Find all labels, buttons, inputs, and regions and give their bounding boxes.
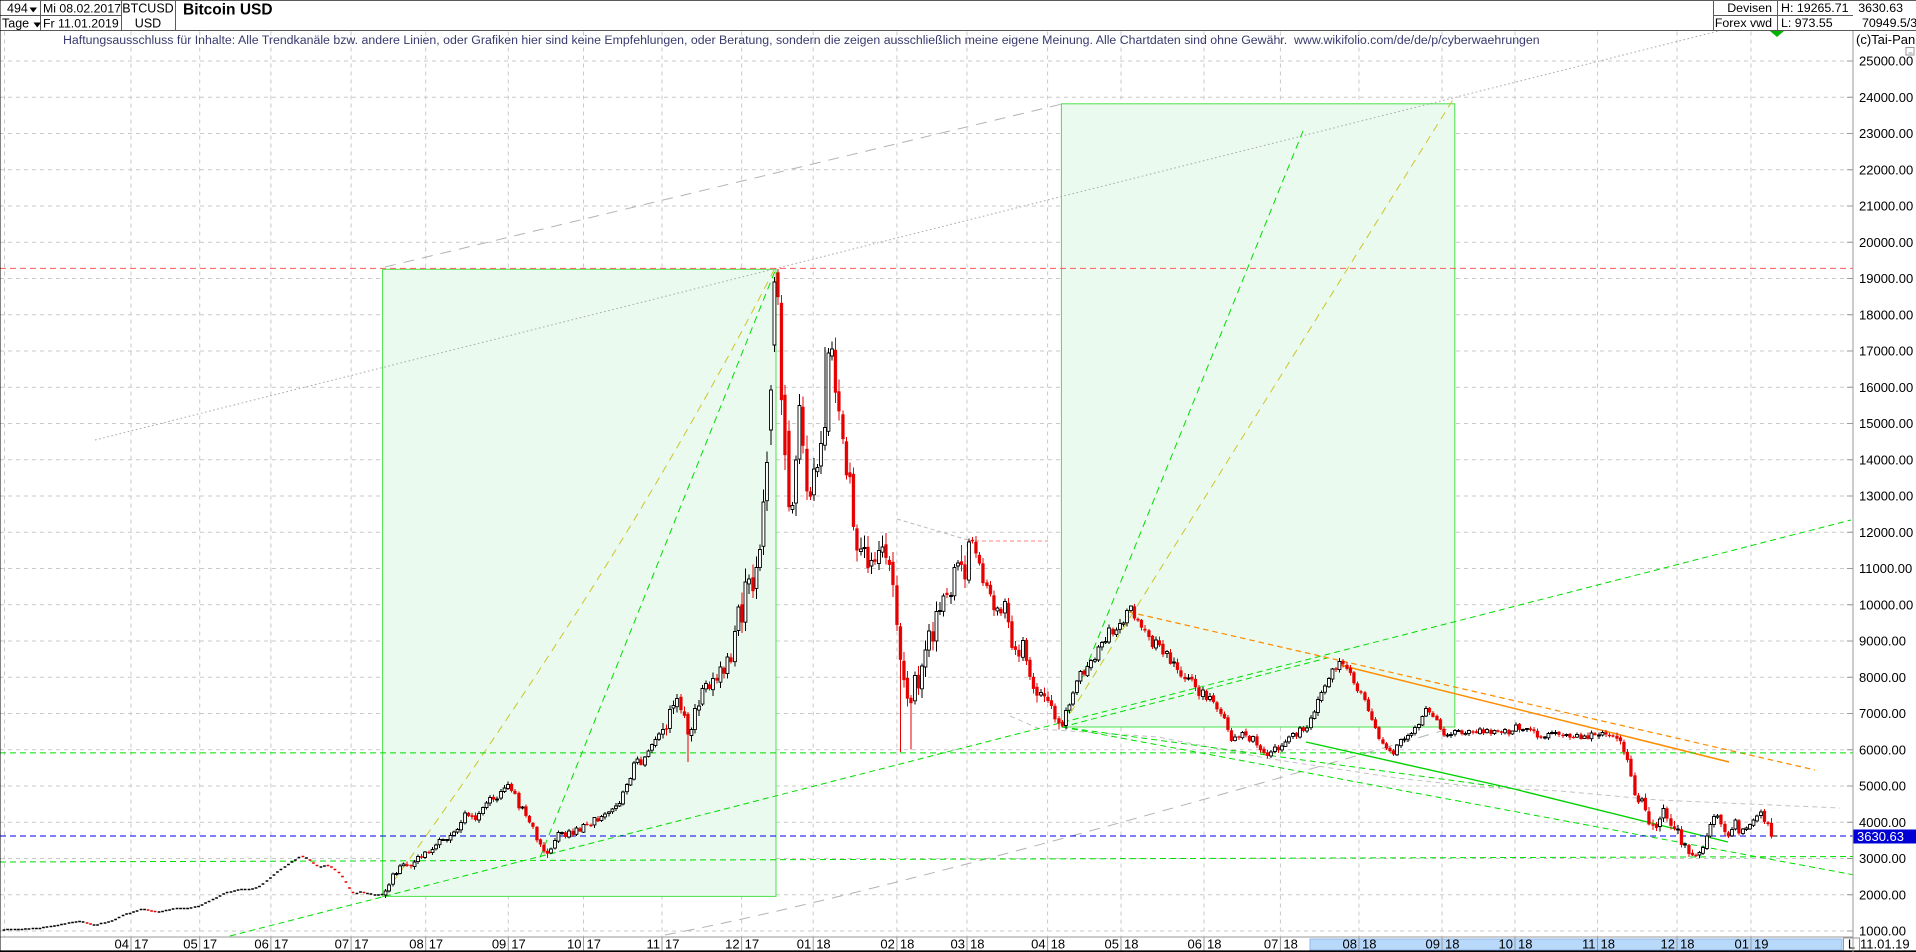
- svg-text:20000.00: 20000.00: [1859, 235, 1913, 250]
- svg-text:17: 17: [274, 937, 288, 952]
- svg-text:13000.00: 13000.00: [1859, 489, 1913, 504]
- svg-text:12: 12: [1661, 937, 1675, 952]
- svg-text:L: L: [1848, 937, 1855, 952]
- svg-text:24000.00: 24000.00: [1859, 90, 1913, 105]
- svg-text:Fr 11.01.2019: Fr 11.01.2019: [43, 17, 119, 31]
- svg-text:18000.00: 18000.00: [1859, 307, 1913, 322]
- svg-text:1000.00: 1000.00: [1859, 924, 1906, 939]
- svg-text:H: 19265.71: H: 19265.71: [1781, 1, 1849, 15]
- svg-text:11: 11: [647, 937, 661, 952]
- svg-text:9000.00: 9000.00: [1859, 634, 1906, 649]
- svg-text:07: 07: [1264, 937, 1278, 952]
- svg-text:18: 18: [1207, 937, 1221, 952]
- svg-text:25000.00: 25000.00: [1859, 54, 1913, 69]
- svg-text:3630.63: 3630.63: [1857, 829, 1904, 844]
- svg-text:11000.00: 11000.00: [1859, 561, 1912, 576]
- svg-text:8000.00: 8000.00: [1859, 670, 1906, 685]
- svg-text:18: 18: [1518, 937, 1532, 952]
- svg-text:02: 02: [880, 937, 894, 952]
- svg-text:12: 12: [725, 937, 739, 952]
- svg-text:5000.00: 5000.00: [1859, 779, 1906, 794]
- svg-text:18: 18: [1124, 937, 1138, 952]
- svg-text:18: 18: [1680, 937, 1694, 952]
- svg-text:19: 19: [1754, 937, 1768, 952]
- svg-text:14000.00: 14000.00: [1859, 452, 1913, 467]
- svg-text:06: 06: [1188, 937, 1202, 952]
- svg-text:17: 17: [134, 937, 148, 952]
- svg-text:18: 18: [970, 937, 984, 952]
- svg-text:18: 18: [1283, 937, 1297, 952]
- svg-text:3630.63: 3630.63: [1858, 1, 1903, 15]
- svg-text:7000.00: 7000.00: [1859, 706, 1906, 721]
- svg-text:08: 08: [409, 937, 423, 952]
- svg-text:11: 11: [1582, 937, 1596, 952]
- svg-text:10000.00: 10000.00: [1859, 598, 1913, 613]
- svg-text:18: 18: [1601, 937, 1615, 952]
- svg-text:22000.00: 22000.00: [1859, 162, 1913, 177]
- svg-text:17: 17: [511, 937, 525, 952]
- svg-text:15000.00: 15000.00: [1859, 416, 1913, 431]
- svg-text:6000.00: 6000.00: [1859, 743, 1906, 758]
- svg-text:17: 17: [587, 937, 601, 952]
- svg-text:(c)Tai-Pan: (c)Tai-Pan: [1856, 32, 1915, 47]
- svg-text:18: 18: [1362, 937, 1376, 952]
- svg-text:BTCUSD: BTCUSD: [122, 2, 173, 16]
- svg-text:18: 18: [1445, 937, 1459, 952]
- svg-text:06: 06: [254, 937, 268, 952]
- svg-text:05: 05: [1105, 937, 1119, 952]
- svg-text:18: 18: [1051, 937, 1065, 952]
- svg-text:17: 17: [354, 937, 368, 952]
- svg-text:18: 18: [816, 937, 830, 952]
- svg-text:L: 973.55: L: 973.55: [1781, 16, 1833, 30]
- svg-text:09: 09: [1426, 937, 1440, 952]
- svg-text:07: 07: [335, 937, 349, 952]
- svg-text:Bitcoin USD: Bitcoin USD: [183, 2, 273, 19]
- svg-text:3000.00: 3000.00: [1859, 851, 1906, 866]
- svg-text:17: 17: [203, 937, 217, 952]
- svg-text:10: 10: [1499, 937, 1513, 952]
- svg-text:494: 494: [7, 2, 28, 16]
- svg-text:23000.00: 23000.00: [1859, 126, 1913, 141]
- svg-text:Mi 08.02.2017: Mi 08.02.2017: [43, 2, 121, 16]
- svg-text:04: 04: [115, 937, 129, 952]
- svg-text:2000.00: 2000.00: [1859, 887, 1906, 902]
- svg-text:11.01.19: 11.01.19: [1860, 937, 1910, 952]
- svg-text:09: 09: [492, 937, 506, 952]
- svg-text:17000.00: 17000.00: [1859, 344, 1913, 359]
- svg-text:19000.00: 19000.00: [1859, 271, 1913, 286]
- svg-text:Tage: Tage: [2, 17, 29, 31]
- svg-text:17: 17: [665, 937, 679, 952]
- svg-text:4000.00: 4000.00: [1859, 815, 1906, 830]
- svg-text:05: 05: [183, 937, 197, 952]
- svg-text:70949.5/3: 70949.5/3: [1862, 16, 1916, 30]
- svg-text:Forex vwd: Forex vwd: [1715, 16, 1772, 30]
- svg-text:04: 04: [1031, 937, 1045, 952]
- svg-text:10: 10: [567, 937, 581, 952]
- svg-text:17: 17: [745, 937, 759, 952]
- svg-text:01: 01: [1735, 937, 1749, 952]
- svg-text:21000.00: 21000.00: [1859, 199, 1913, 214]
- svg-text:03: 03: [951, 937, 965, 952]
- svg-text:USD: USD: [135, 17, 161, 31]
- svg-text:08: 08: [1343, 937, 1357, 952]
- svg-text:12000.00: 12000.00: [1859, 525, 1913, 540]
- svg-text:Devisen: Devisen: [1727, 1, 1772, 15]
- svg-text:18: 18: [900, 937, 914, 952]
- svg-text:01: 01: [797, 937, 811, 952]
- svg-text:16000.00: 16000.00: [1859, 380, 1913, 395]
- svg-text:Haftungsausschluss für Inhalte: Haftungsausschluss für Inhalte: Alle Tre…: [63, 33, 1540, 47]
- svg-text:17: 17: [429, 937, 443, 952]
